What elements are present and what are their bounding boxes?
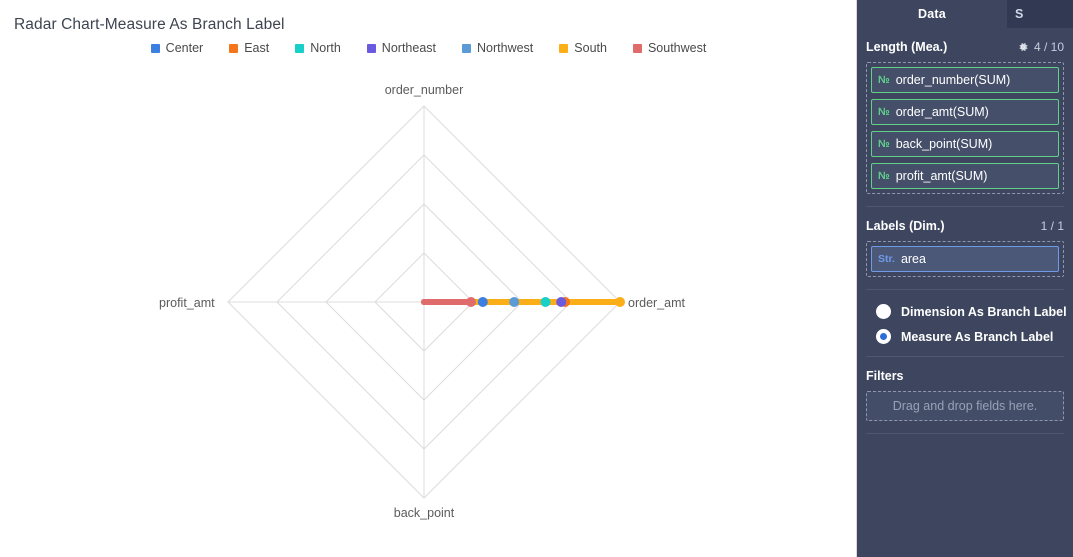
field-chip-label: area	[900, 252, 926, 266]
numeric-type-icon: №	[878, 105, 890, 118]
radar-data-point[interactable]	[615, 297, 625, 307]
axis-label-order-number: order_number	[384, 83, 464, 97]
tab-style[interactable]: S	[1007, 0, 1073, 28]
field-chip-label: order_amt(SUM)	[895, 105, 989, 119]
legend-item[interactable]: South	[559, 41, 607, 55]
legend-item[interactable]: Northeast	[366, 41, 436, 55]
dimension-field-chip[interactable]: Str. area	[871, 246, 1059, 272]
legend-swatch-icon	[150, 43, 160, 53]
legend-label: North	[310, 41, 341, 55]
chart-legend: Center East North Northeast Northwest South So…	[0, 41, 857, 55]
measure-dropzone[interactable]: № order_number(SUM) № order_amt(SUM) № back_p…	[866, 62, 1064, 194]
legend-label: Southwest	[647, 41, 707, 55]
length-section-header: Length (Mea.) 4 / 10	[866, 32, 1064, 62]
branch-label-radio-group: Dimension As Branch Label Measure As Bran…	[857, 290, 1073, 344]
field-chip-label: order_number(SUM)	[895, 73, 1011, 87]
legend-swatch-icon	[632, 43, 642, 53]
divider-1	[866, 206, 1064, 207]
panel-filler	[857, 434, 1073, 557]
legend-label: South	[574, 41, 607, 55]
radar-data-point[interactable]	[466, 297, 476, 307]
chart-region: Radar Chart-Measure As Branch Label Cent…	[0, 0, 857, 557]
radio-selected-icon[interactable]	[876, 329, 891, 344]
legend-item[interactable]: Southwest	[632, 41, 707, 55]
labels-dimension-section: Labels (Dim.) 1 / 1 Str. area	[857, 207, 1073, 277]
divider-4	[866, 433, 1064, 434]
string-type-icon: Str.	[878, 252, 895, 265]
numeric-type-icon: №	[878, 169, 890, 182]
divider-2	[866, 289, 1064, 290]
measure-field-list: № order_number(SUM) № order_amt(SUM) № back_p…	[871, 67, 1059, 189]
legend-item[interactable]: Center	[150, 41, 204, 55]
radio-unselected-icon[interactable]	[876, 304, 891, 319]
measure-field-chip[interactable]: № order_amt(SUM)	[871, 99, 1059, 125]
radio-option-label: Measure As Branch Label	[901, 329, 1054, 344]
radar-data-point[interactable]	[556, 297, 567, 307]
radar-data-point[interactable]	[477, 297, 488, 307]
axis-label-order-amt: order_amt	[628, 296, 685, 310]
radio-dot-icon	[880, 333, 887, 340]
measure-field-chip[interactable]: № profit_amt(SUM)	[871, 163, 1059, 189]
radio-option-label: Dimension As Branch Label	[901, 304, 1067, 319]
radar-series-group	[421, 297, 625, 307]
filters-section-title: Filters	[866, 369, 904, 383]
dimension-dropzone[interactable]: Str. area	[866, 241, 1064, 277]
config-side-panel: Data S Length (Mea.) 4 / 10 № order_numbe…	[857, 0, 1073, 557]
radar-chart: order_number order_amt back_point profit…	[0, 60, 857, 540]
branch-label-radio-option[interactable]: Dimension As Branch Label	[866, 304, 1067, 319]
length-section-meta: 4 / 10	[1017, 40, 1064, 54]
page-title: Radar Chart-Measure As Branch Label	[14, 16, 285, 33]
radar-data-point[interactable]	[509, 297, 520, 307]
labels-section-header: Labels (Dim.) 1 / 1	[866, 211, 1064, 241]
legend-item[interactable]: North	[295, 41, 341, 55]
legend-label: Center	[165, 41, 204, 55]
legend-swatch-icon	[559, 43, 569, 53]
legend-item[interactable]: East	[229, 41, 269, 55]
legend-swatch-icon	[366, 43, 376, 53]
legend-swatch-icon	[295, 43, 305, 53]
filters-dropzone[interactable]: Drag and drop fields here.	[866, 391, 1064, 421]
numeric-type-icon: №	[878, 137, 890, 150]
legend-item[interactable]: Northwest	[462, 41, 533, 55]
axis-label-back-point: back_point	[393, 506, 455, 520]
field-chip-label: profit_amt(SUM)	[895, 169, 988, 183]
divider-3	[866, 356, 1064, 357]
length-field-count: 4 / 10	[1033, 40, 1064, 54]
radar-plot	[227, 105, 625, 499]
labels-field-count: 1 / 1	[1040, 219, 1064, 233]
filters-section-header: Filters	[866, 361, 1064, 391]
filters-section: Filters Drag and drop fields here.	[857, 357, 1073, 421]
radar-data-point[interactable]	[540, 297, 551, 307]
length-measure-section: Length (Mea.) 4 / 10 № order_number(SUM) №…	[857, 28, 1073, 194]
branch-label-radio-option[interactable]: Measure As Branch Label	[866, 329, 1064, 344]
numeric-type-icon: №	[878, 73, 890, 86]
legend-label: East	[244, 41, 270, 55]
legend-label: Northwest	[477, 41, 534, 55]
legend-label: Northeast	[381, 41, 436, 55]
axis-label-profit-amt: profit_amt	[159, 296, 215, 310]
labels-section-title: Labels (Dim.)	[866, 219, 945, 233]
tab-data[interactable]: Data	[857, 0, 1007, 28]
legend-swatch-icon	[462, 43, 471, 53]
length-section-title: Length (Mea.)	[866, 40, 948, 54]
field-chip-label: back_point(SUM)	[895, 137, 993, 151]
legend-swatch-icon	[229, 43, 239, 53]
measure-field-chip[interactable]: № back_point(SUM)	[871, 131, 1059, 157]
gear-icon[interactable]	[1017, 41, 1029, 53]
dimension-field-list: Str. area	[871, 246, 1059, 272]
measure-field-chip[interactable]: № order_number(SUM)	[871, 67, 1059, 93]
panel-tab-bar: Data S	[857, 0, 1073, 28]
